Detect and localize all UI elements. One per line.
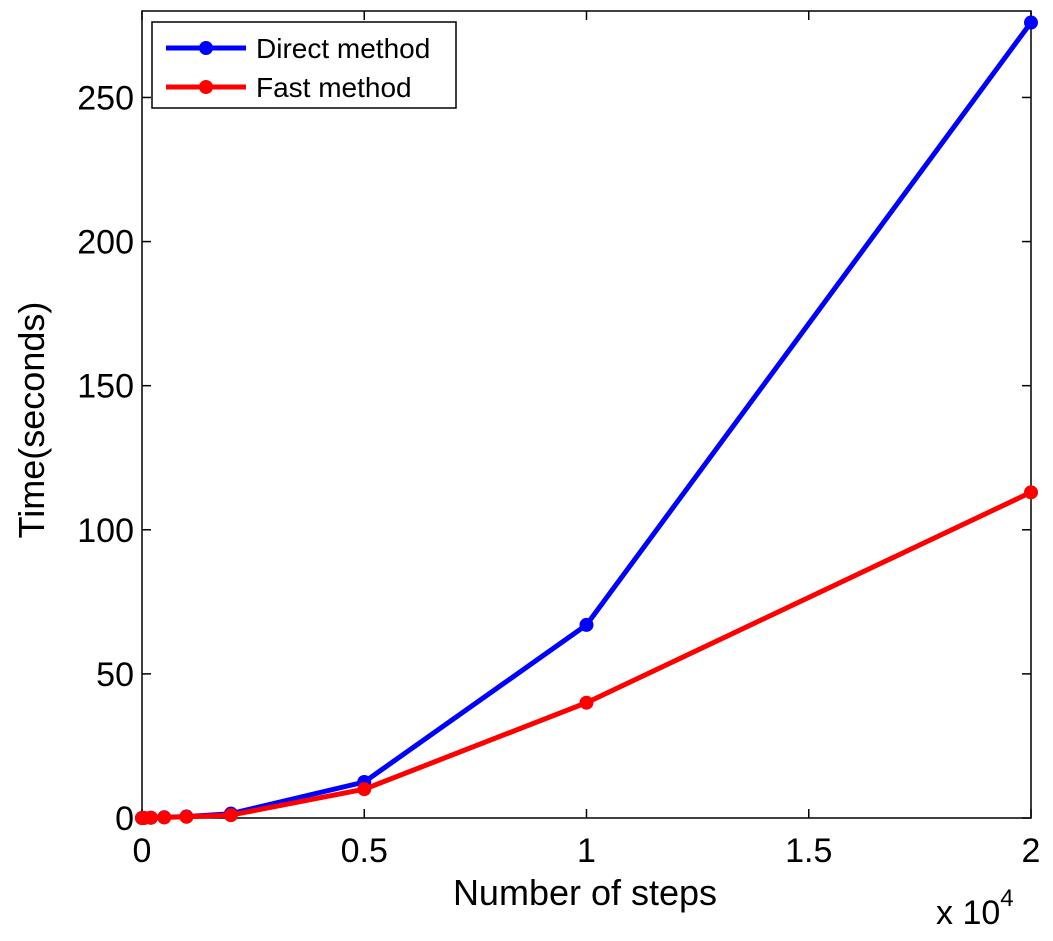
legend-label-fast: Fast method [256,72,412,103]
data-point [1024,485,1038,500]
y-tick-label: 100 [77,512,134,550]
x-tick-label: 0 [133,832,152,870]
y-tick-label: 0 [115,800,134,838]
x-axis-multiplier-exponent: 4 [1000,885,1013,912]
y-tick-label: 50 [96,656,134,694]
x-axis-multiplier: x 104 [936,885,1014,932]
x-axis-label: Number of steps [453,872,717,913]
data-point [1024,15,1038,30]
x-axis-multiplier-base: x 10 [936,894,1000,932]
legend-box [151,21,457,109]
data-point [143,810,158,825]
legend-label-direct: Direct method [256,33,430,64]
legend-marker-fast [199,80,213,94]
x-tick-label: 0.5 [341,832,388,870]
data-point [579,695,594,710]
legend: Direct method Fast method [151,21,457,109]
y-tick-label: 200 [77,224,134,262]
x-tick-label: 1.5 [785,832,832,870]
x-tick-label: 2 [1022,832,1041,870]
x-tick-label: 1 [577,832,596,870]
axis-ticks: 0 0.5 1 1.5 2 0 50 100 150 200 250 [77,11,1040,870]
data-point [179,809,194,824]
series-line [141,490,1033,821]
y-tick-label: 250 [77,79,134,117]
series-fast-method [135,485,1038,825]
series-layer [135,15,1038,825]
data-point [579,617,594,632]
legend-marker-direct [199,41,213,55]
data-point [357,782,372,797]
data-point [223,808,238,823]
data-point [157,810,172,825]
y-axis-label: Time(seconds) [11,302,52,539]
y-tick-label: 150 [77,368,134,406]
